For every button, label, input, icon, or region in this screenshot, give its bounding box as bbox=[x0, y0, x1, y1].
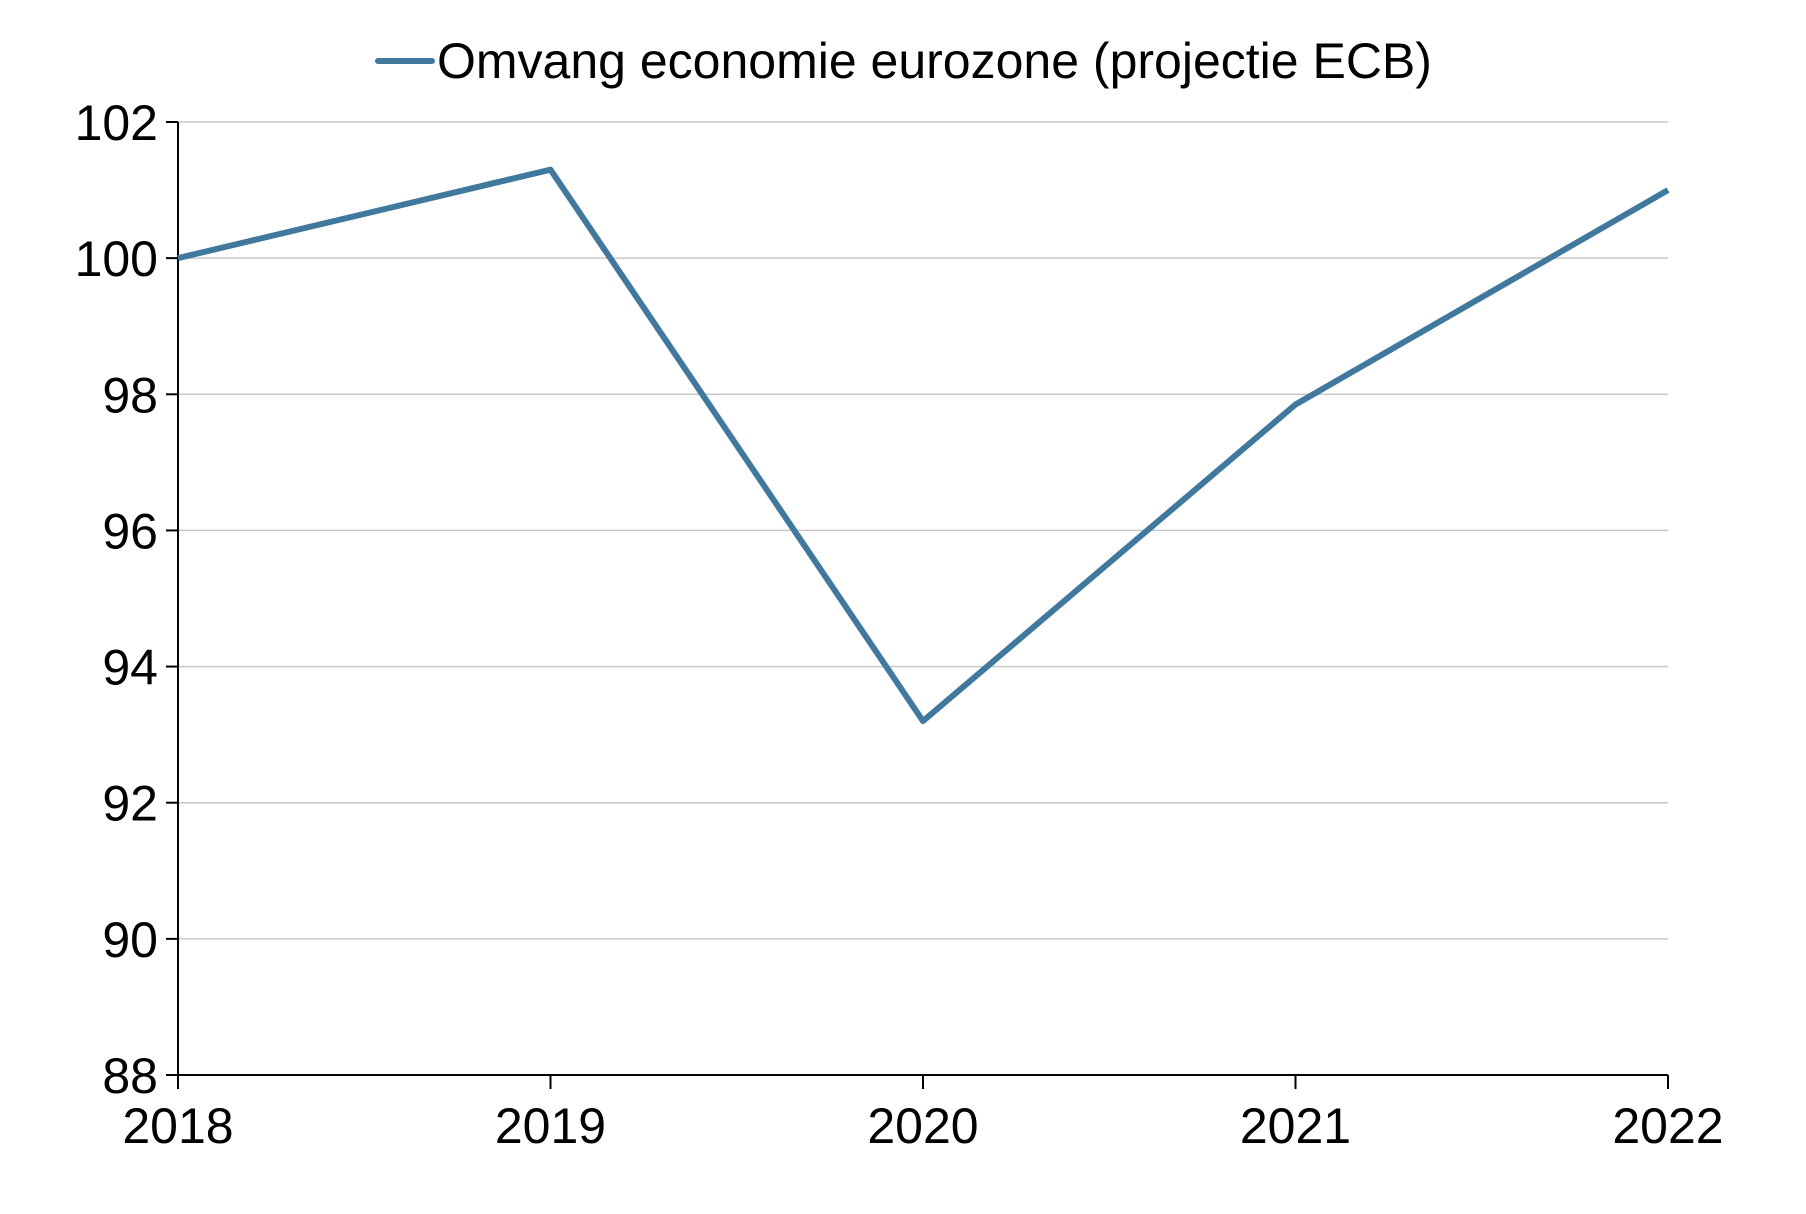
x-tick-label: 2022 bbox=[1612, 1098, 1723, 1154]
y-tick-label: 94 bbox=[102, 640, 158, 696]
gridlines bbox=[178, 122, 1668, 939]
x-tick-label: 2018 bbox=[122, 1098, 233, 1154]
x-tick-label: 2020 bbox=[867, 1098, 978, 1154]
y-tick-label: 90 bbox=[102, 912, 158, 968]
x-tick-label: 2019 bbox=[495, 1098, 606, 1154]
x-tick-label: 2021 bbox=[1240, 1098, 1351, 1154]
axes: 88 90 92 94 96 98 100 102 2018 2019 2020 2021 2022 bbox=[75, 95, 1724, 1154]
legend-label: Omvang economie eurozone (projectie ECB) bbox=[437, 33, 1432, 89]
y-tick-label: 98 bbox=[102, 367, 158, 423]
series-line bbox=[178, 170, 1668, 721]
y-tick-label: 100 bbox=[75, 231, 158, 287]
legend: Omvang economie eurozone (projectie ECB) bbox=[378, 33, 1432, 89]
series-layer bbox=[178, 170, 1668, 721]
y-tick-label: 92 bbox=[102, 776, 158, 832]
y-tick-label: 102 bbox=[75, 95, 158, 151]
y-tick-label: 88 bbox=[102, 1048, 158, 1104]
y-tick-label: 96 bbox=[102, 503, 158, 559]
